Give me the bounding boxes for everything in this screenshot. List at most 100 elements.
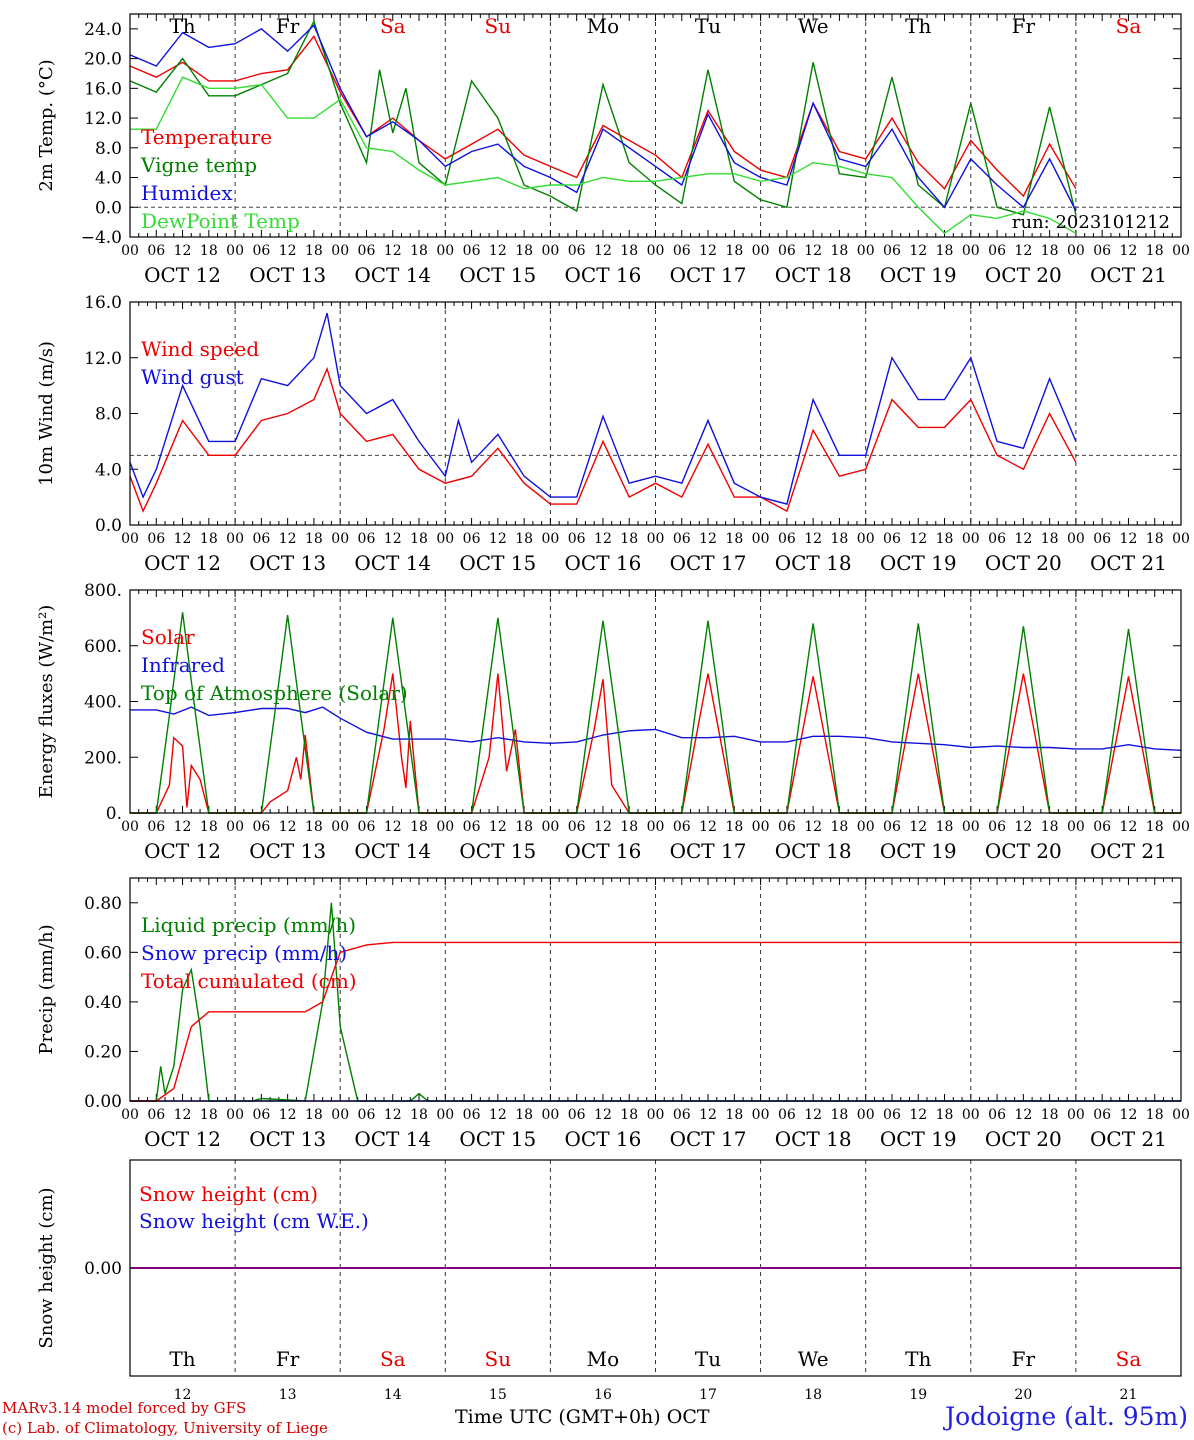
x-hour-label: 00	[1172, 819, 1190, 835]
y-tick-label: 400.	[84, 693, 122, 713]
x-day-label: OCT 16	[565, 551, 642, 575]
weekday-label: Th	[905, 14, 931, 38]
x-hour-label: 18	[936, 819, 954, 835]
y-tick-label: 0.80	[84, 894, 122, 914]
x-hour-label: 18	[410, 243, 428, 259]
station-label: Jodoigne (alt. 95m)	[945, 1402, 1188, 1431]
x-hour-label: 12	[1014, 1107, 1032, 1123]
y-tick-label: 0.0	[95, 516, 122, 536]
legend-entry: Snow height (cm)	[139, 1182, 318, 1206]
x-hour-label: 06	[252, 1107, 270, 1123]
x-hour-label: 00	[647, 819, 665, 835]
x-hour-label: 00	[226, 243, 244, 259]
x-hour-label: 12	[594, 819, 612, 835]
x-day-label: OCT 14	[354, 839, 431, 863]
series-line-temperature	[129, 34, 1077, 198]
x-day-label: OCT 16	[565, 1127, 642, 1151]
x-day-label: OCT 12	[144, 551, 221, 575]
x-hour-label: 18	[936, 531, 954, 547]
x-hour-label: 00	[436, 1107, 454, 1123]
x-day-label: OCT 16	[565, 839, 642, 863]
x-hour-label: 12	[279, 1107, 297, 1123]
x-hour-label: 00	[226, 1107, 244, 1123]
weekday-label: Sa	[1116, 14, 1142, 38]
x-hour-label: 06	[568, 1107, 586, 1123]
x-day-label: OCT 21	[1090, 839, 1167, 863]
legend-entry: Humidex	[141, 181, 233, 205]
x-hour-label: 12	[174, 243, 192, 259]
x-hour-label: 12	[489, 243, 507, 259]
weekday-label: Fr	[1012, 14, 1036, 38]
x-hour-label: 18	[410, 531, 428, 547]
day-number: 19	[909, 1387, 927, 1403]
x-hour-label: 00	[1172, 1107, 1190, 1123]
weekday-label: Fr	[1012, 1347, 1036, 1371]
y-tick-label: 200.	[84, 748, 122, 768]
x-hour-label: 06	[673, 819, 691, 835]
x-hour-label: 06	[568, 819, 586, 835]
x-hour-label: 00	[331, 531, 349, 547]
weekday-label: We	[798, 1347, 829, 1371]
weekday-label: Th	[169, 1347, 195, 1371]
x-hour-label: 00	[331, 243, 349, 259]
x-hour-label: 00	[752, 1107, 770, 1123]
x-hour-label: 18	[725, 531, 743, 547]
x-hour-label: 06	[988, 819, 1006, 835]
x-hour-label: 12	[1120, 531, 1138, 547]
x-hour-label: 00	[1067, 531, 1085, 547]
series-line-humidex	[129, 23, 1077, 212]
legend-entry: Top of Atmosphere (Solar)	[141, 681, 408, 705]
x-hour-label: 18	[620, 531, 638, 547]
panel-2	[129, 301, 1182, 526]
x-axis-month: OCT	[666, 1406, 710, 1428]
series-line-dewpoint-temp	[130, 76, 1077, 235]
x-hour-label: 00	[752, 243, 770, 259]
y-tick-label: 0.00	[84, 1259, 122, 1279]
x-hour-label: 12	[1014, 243, 1032, 259]
y-tick-label: 8.0	[95, 405, 122, 425]
x-hour-label: 00	[541, 243, 559, 259]
weekday-label: Fr	[276, 14, 300, 38]
x-hour-label: 18	[831, 243, 849, 259]
x-hour-label: 06	[778, 1107, 796, 1123]
x-hour-label: 06	[358, 243, 376, 259]
x-hour-label: 12	[174, 531, 192, 547]
x-hour-label: 00	[647, 1107, 665, 1123]
x-hour-label: 00	[541, 531, 559, 547]
x-day-label: OCT 12	[144, 1127, 221, 1151]
x-hour-label: 18	[725, 819, 743, 835]
x-hour-label: 06	[568, 243, 586, 259]
x-day-label: OCT 21	[1090, 551, 1167, 575]
panel-3	[129, 589, 1182, 814]
x-hour-label: 12	[279, 243, 297, 259]
x-hour-label: 18	[200, 1107, 218, 1123]
legend-entry: Vigne temp	[140, 153, 257, 177]
x-hour-label: 00	[331, 1107, 349, 1123]
y-tick-label: 600.	[84, 637, 122, 657]
weekday-label: Sa	[380, 1347, 406, 1371]
weekday-label: Mo	[587, 1347, 620, 1371]
plot-frame	[129, 589, 1182, 814]
x-hour-label: 12	[699, 819, 717, 835]
x-hour-label: 00	[331, 819, 349, 835]
x-hour-label: 06	[1093, 531, 1111, 547]
x-hour-label: 06	[147, 243, 165, 259]
x-hour-label: 18	[1146, 1107, 1164, 1123]
legend-entry: Temperature	[141, 125, 272, 149]
x-hour-label: 06	[673, 243, 691, 259]
legend-entry: Solar	[141, 625, 195, 649]
x-hour-label: 06	[252, 531, 270, 547]
x-hour-label: 06	[147, 531, 165, 547]
x-day-label: OCT 20	[985, 1127, 1062, 1151]
x-hour-label: 18	[620, 819, 638, 835]
x-hour-label: 00	[541, 819, 559, 835]
run-annotation: run: 2023101212	[1012, 212, 1170, 233]
x-hour-label: 18	[515, 1107, 533, 1123]
series-line-infrared	[130, 706, 1182, 751]
x-hour-label: 06	[778, 243, 796, 259]
x-day-label: OCT 20	[985, 263, 1062, 287]
x-hour-label: 00	[1067, 243, 1085, 259]
y-tick-label: 12.0	[84, 349, 122, 369]
x-hour-label: 00	[121, 1107, 139, 1123]
x-hour-label: 00	[541, 1107, 559, 1123]
